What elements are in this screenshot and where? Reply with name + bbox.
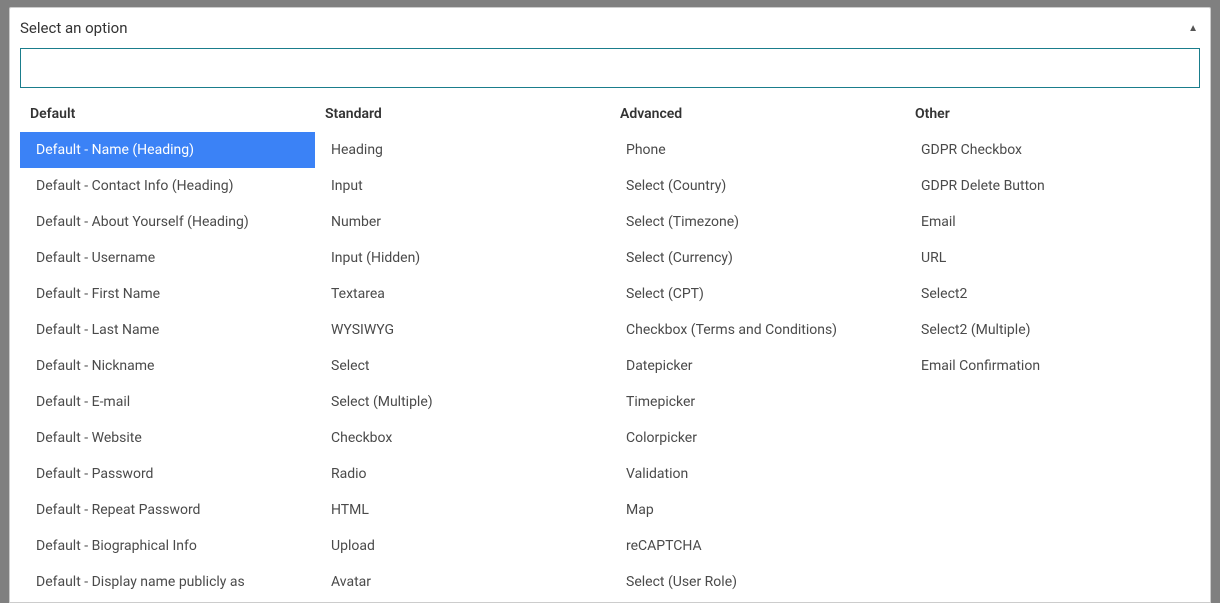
search-wrap — [10, 48, 1210, 96]
select-option[interactable]: Heading — [315, 132, 610, 168]
select-option[interactable]: Datepicker — [610, 348, 905, 384]
option-group: DefaultDefault - Name (Heading)Default -… — [20, 98, 315, 602]
group-header: Standard — [315, 98, 610, 132]
select-option[interactable]: Select — [315, 348, 610, 384]
select-option[interactable]: Default - Nickname — [20, 348, 315, 384]
option-group: OtherGDPR CheckboxGDPR Delete ButtonEmai… — [905, 98, 1200, 602]
select-option[interactable]: Default - Display name publicly as — [20, 564, 315, 600]
select-option[interactable]: Map — [610, 492, 905, 528]
select-option[interactable]: Select (Multiple) — [315, 384, 610, 420]
group-header: Default — [20, 98, 315, 132]
option-group: StandardHeadingInputNumberInput (Hidden)… — [315, 98, 610, 602]
select-option[interactable]: Select (User Role) — [610, 564, 905, 600]
select-option[interactable]: Default - Biographical Info — [20, 528, 315, 564]
select-option[interactable]: Checkbox (Terms and Conditions) — [610, 312, 905, 348]
select-option[interactable]: Number — [315, 204, 610, 240]
select-option[interactable]: Default - Last Name — [20, 312, 315, 348]
select-option[interactable]: Colorpicker — [610, 420, 905, 456]
select-option[interactable]: Default - About Yourself (Heading) — [20, 204, 315, 240]
select-option[interactable]: Phone — [610, 132, 905, 168]
select-option[interactable]: Textarea — [315, 276, 610, 312]
select-option[interactable]: Default - Repeat Password — [20, 492, 315, 528]
select-option[interactable]: Default - First Name — [20, 276, 315, 312]
select-option[interactable]: Default - Contact Info (Heading) — [20, 168, 315, 204]
select-option[interactable]: WYSIWYG — [315, 312, 610, 348]
select-option[interactable]: reCAPTCHA — [610, 528, 905, 564]
select-option[interactable]: Default - Password — [20, 456, 315, 492]
select-option[interactable]: Radio — [315, 456, 610, 492]
select-option[interactable]: Email — [905, 204, 1200, 240]
select-dropdown-panel: Select an option ▲ DefaultDefault - Name… — [9, 7, 1211, 603]
select-option[interactable]: Select (Timezone) — [610, 204, 905, 240]
select-option[interactable]: Upload — [315, 528, 610, 564]
group-header: Advanced — [610, 98, 905, 132]
select-option[interactable]: Input (Hidden) — [315, 240, 610, 276]
select-option[interactable]: Select (Country) — [610, 168, 905, 204]
select-option[interactable]: Select (Currency) — [610, 240, 905, 276]
select-option[interactable]: Default - Name (Heading) — [20, 132, 315, 168]
dropdown-header[interactable]: Select an option ▲ — [10, 8, 1210, 48]
select-option[interactable]: Select2 (Multiple) — [905, 312, 1200, 348]
select-option[interactable]: Timepicker — [610, 384, 905, 420]
select-option[interactable]: Default - Username — [20, 240, 315, 276]
select-option[interactable]: Select2 — [905, 276, 1200, 312]
select-option[interactable]: Input — [315, 168, 610, 204]
option-group: AdvancedPhoneSelect (Country)Select (Tim… — [610, 98, 905, 602]
select-option[interactable]: Default - E-mail — [20, 384, 315, 420]
group-header: Other — [905, 98, 1200, 132]
select-option[interactable]: URL — [905, 240, 1200, 276]
select-option[interactable]: Avatar — [315, 564, 610, 600]
chevron-up-icon[interactable]: ▲ — [1186, 23, 1200, 34]
select-option[interactable]: GDPR Delete Button — [905, 168, 1200, 204]
select-option[interactable]: Validation — [610, 456, 905, 492]
select-option[interactable]: Checkbox — [315, 420, 610, 456]
select-option[interactable]: Select (CPT) — [610, 276, 905, 312]
options-columns: DefaultDefault - Name (Heading)Default -… — [10, 96, 1210, 602]
select-option[interactable]: GDPR Checkbox — [905, 132, 1200, 168]
select-option[interactable]: Email Confirmation — [905, 348, 1200, 384]
select-option[interactable]: Default - Website — [20, 420, 315, 456]
select-option[interactable]: HTML — [315, 492, 610, 528]
search-input[interactable] — [20, 48, 1200, 88]
dropdown-header-label: Select an option — [20, 19, 127, 37]
